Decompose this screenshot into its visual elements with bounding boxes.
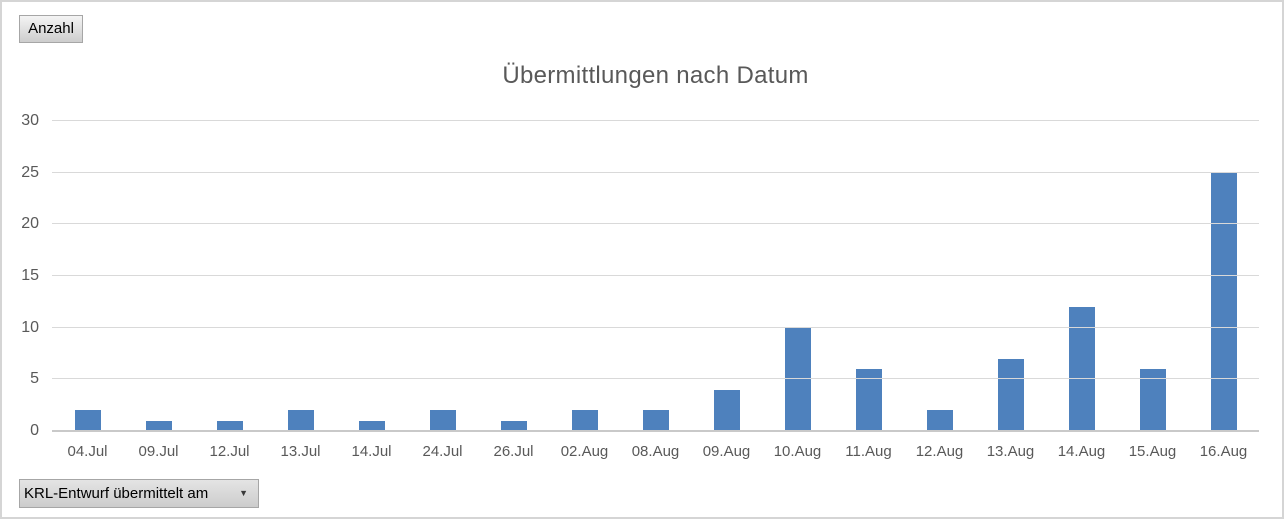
x-tick-label-02.Aug: 02.Aug [560, 443, 609, 460]
gridline-15 [52, 275, 1259, 276]
category-09.Aug: 09.Aug [691, 121, 762, 460]
bar-02.Aug [571, 410, 598, 431]
category-24.Jul: 24.Jul [407, 121, 478, 460]
y-tick-label-5: 5 [30, 370, 39, 388]
category-12.Jul: 12.Jul [194, 121, 265, 460]
category-02.Aug: 02.Aug [549, 121, 620, 460]
category-12.Aug: 12.Aug [904, 121, 975, 460]
x-tick-label-09.Jul: 09.Jul [138, 443, 179, 460]
y-tick-label-20: 20 [21, 215, 39, 233]
bar-series: 04.Jul 09.Jul 12.Jul 13.Jul 14.Jul 24.Jul 26.J… [52, 121, 1259, 460]
x-tick-label-08.Aug: 08.Aug [631, 443, 680, 460]
y-tick-label-25: 25 [21, 163, 39, 181]
x-tick-label-12.Jul: 12.Jul [209, 443, 250, 460]
x-tick-label-14.Jul: 14.Jul [351, 443, 392, 460]
bar-12.Aug [926, 410, 953, 431]
bar-24.Jul [429, 410, 456, 431]
bar-04.Jul [74, 410, 101, 431]
x-tick-label-11.Aug: 11.Aug [845, 443, 892, 460]
dropdown-arrow-icon: ▼ [239, 488, 248, 498]
bar-16.Aug [1210, 172, 1237, 431]
bar-14.Jul [358, 420, 385, 431]
bar-13.Aug [997, 358, 1024, 431]
category-16.Aug: 16.Aug [1188, 121, 1259, 460]
x-tick-label-16.Aug: 16.Aug [1199, 443, 1248, 460]
bar-14.Aug [1068, 307, 1095, 431]
gridline-5 [52, 378, 1259, 380]
category-13.Jul: 13.Jul [265, 121, 336, 460]
x-tick-label-14.Aug: 14.Aug [1057, 443, 1106, 460]
plot-area: 04.Jul 09.Jul 12.Jul 13.Jul 14.Jul 24.Jul 26.J… [21, 113, 1259, 460]
x-tick-label-26.Jul: 26.Jul [493, 443, 534, 460]
x-tick-label-10.Aug: 10.Aug [773, 443, 822, 460]
gridline-30 [52, 120, 1259, 121]
bar-13.Jul [287, 410, 314, 431]
x-tick-label-24.Jul: 24.Jul [422, 443, 463, 460]
category-14.Aug: 14.Aug [1046, 121, 1117, 460]
axis-field-button[interactable]: KRL-Entwurf übermittelt am ▼ [19, 479, 259, 508]
gridline-25 [52, 171, 1259, 173]
y-tick-label-30: 30 [21, 112, 39, 129]
y-tick-label-0: 0 [30, 422, 39, 439]
category-09.Jul: 09.Jul [123, 121, 194, 460]
bar-12.Jul [216, 420, 243, 431]
category-04.Jul: 04.Jul [52, 121, 123, 460]
category-10.Aug: 10.Aug [762, 121, 833, 460]
chart-title: Übermittlungen nach Datum [502, 62, 809, 89]
y-tick-label-10: 10 [21, 318, 39, 336]
axis-field-button-label: KRL-Entwurf übermittelt am [24, 485, 209, 502]
x-tick-label-04.Jul: 04.Jul [67, 443, 108, 460]
y-tick-label-15: 15 [21, 267, 39, 284]
gridline-10 [52, 326, 1259, 328]
bar-09.Jul [145, 420, 172, 431]
bar-08.Aug [642, 410, 669, 431]
gridline-20 [52, 223, 1259, 225]
category-15.Aug: 15.Aug [1117, 121, 1188, 460]
category-11.Aug: 11.Aug [833, 121, 904, 460]
x-tick-label-15.Aug: 15.Aug [1128, 443, 1177, 460]
gridline-0 [52, 430, 1259, 432]
x-tick-label-12.Aug: 12.Aug [915, 443, 964, 460]
category-13.Aug: 13.Aug [975, 121, 1046, 460]
value-field-button[interactable]: Anzahl [19, 15, 83, 43]
x-tick-label-09.Aug: 09.Aug [702, 443, 751, 460]
bar-09.Aug [713, 389, 740, 431]
category-14.Jul: 14.Jul [336, 121, 407, 460]
x-tick-label-13.Jul: 13.Jul [280, 443, 321, 460]
x-tick-label-13.Aug: 13.Aug [986, 443, 1035, 460]
bar-26.Jul [500, 420, 527, 431]
category-26.Jul: 26.Jul [478, 121, 549, 460]
category-08.Aug: 08.Aug [620, 121, 691, 460]
